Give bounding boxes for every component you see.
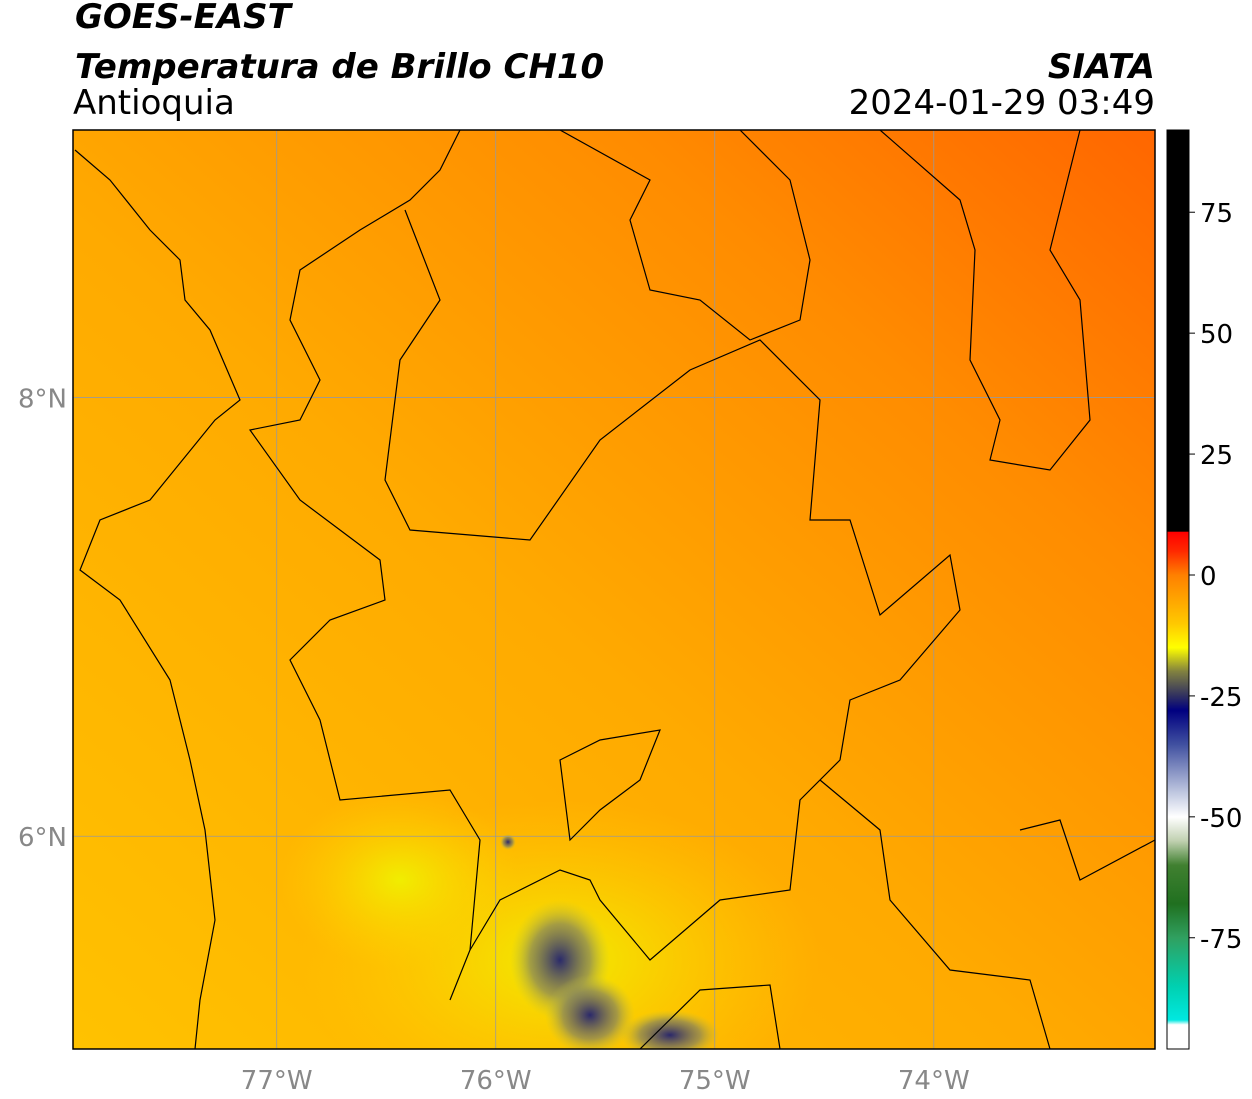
map: [73, 130, 1155, 1049]
x-tick-label: 74°W: [898, 1066, 970, 1096]
colorbar-tick-label: -50: [1200, 804, 1242, 834]
colorbar-tick-label: -75: [1200, 925, 1242, 955]
boundary: [384, 209, 961, 961]
x-tick-label: 75°W: [679, 1066, 751, 1096]
cloud-area: [620, 1010, 720, 1049]
cloud-area: [545, 975, 635, 1049]
colorbar-tick-label: 0: [1200, 562, 1217, 592]
y-tick-label: 8°N: [18, 385, 67, 415]
timestamp: 2024-01-29 03:49: [849, 83, 1155, 123]
colorbar-tick-label: -25: [1200, 683, 1242, 713]
colorbar-tick-label: 25: [1200, 441, 1233, 471]
boundary: [559, 130, 811, 341]
boundary: [819, 779, 1051, 1049]
colorbar: [1166, 129, 1190, 1050]
coastline: [74, 149, 241, 1049]
boundary: [559, 729, 661, 842]
subtitle: Temperatura de Brillo CH10: [75, 47, 604, 87]
map-frame: [72, 129, 1156, 1050]
cloud-area: [500, 834, 516, 850]
colorbar-tick-label: 75: [1200, 199, 1233, 229]
region: Antioquia: [73, 83, 235, 123]
warm-area: [280, 790, 520, 970]
colorbar-tick-label: 50: [1200, 320, 1233, 350]
boundary: [879, 130, 1091, 471]
boundary: [1019, 819, 1155, 881]
x-tick-label: 76°W: [460, 1066, 532, 1096]
x-tick-label: 77°W: [241, 1066, 313, 1096]
boundary: [639, 984, 781, 1049]
source: SIATA: [1048, 47, 1155, 87]
y-tick-label: 6°N: [18, 823, 67, 853]
title: GOES-EAST: [75, 0, 294, 37]
coastline: [248, 130, 481, 1001]
